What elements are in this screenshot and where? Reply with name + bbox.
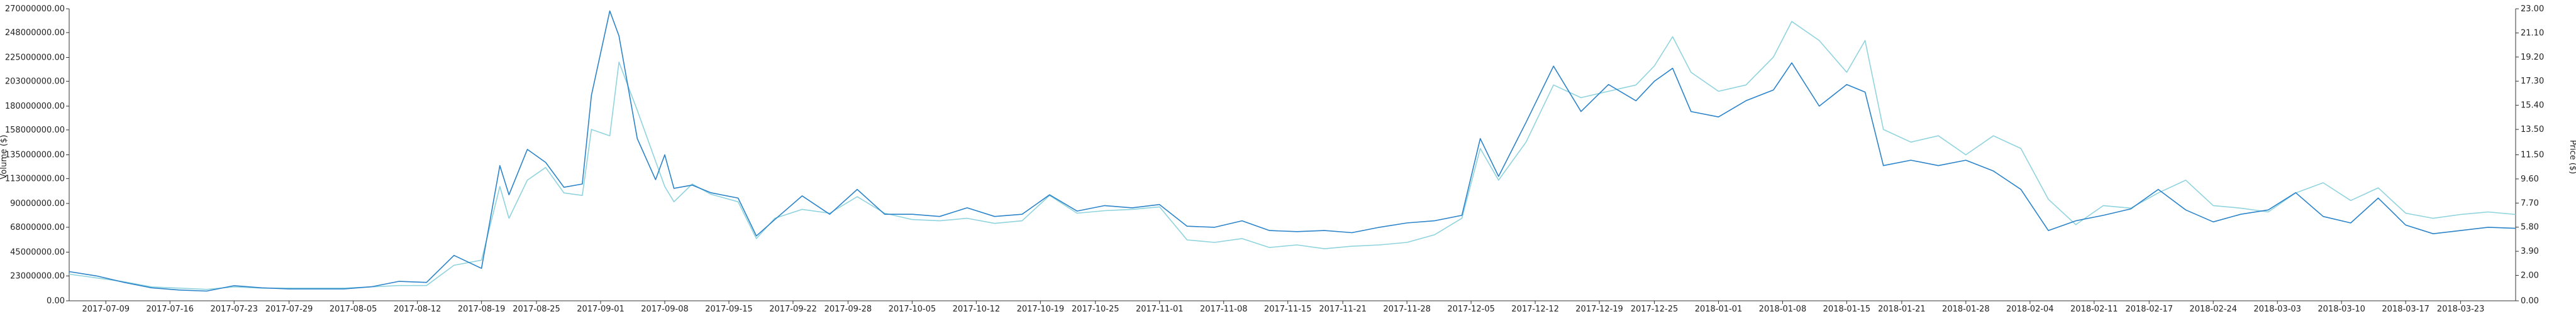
x-tick-label: 2018-01-21 xyxy=(1878,305,1926,314)
x-tick-label: 2017-09-15 xyxy=(705,305,753,314)
x-tick-label: 2018-03-03 xyxy=(2253,305,2301,314)
x-tick-label: 2017-07-16 xyxy=(146,305,194,314)
x-tick-label: 2017-09-28 xyxy=(824,305,872,314)
left-tick-label: 180000000.00 xyxy=(5,102,65,111)
x-tick-label: 2017-09-01 xyxy=(577,305,625,314)
x-tick-label: 2017-12-12 xyxy=(1511,305,1559,314)
x-tick-label: 2017-08-25 xyxy=(513,305,560,314)
x-tick-label: 2017-08-12 xyxy=(394,305,441,314)
x-tick-label: 2018-01-01 xyxy=(1695,305,1743,314)
right-tick-label: 5.80 xyxy=(2521,223,2539,232)
left-tick-label: 248000000.00 xyxy=(5,28,65,38)
x-tick-label: 2017-11-08 xyxy=(1200,305,1248,314)
right-tick-label: 17.30 xyxy=(2521,77,2544,86)
right-tick-label: 19.20 xyxy=(2521,53,2544,62)
x-tick-label: 2017-07-23 xyxy=(210,305,258,314)
right-tick-label: 3.90 xyxy=(2521,247,2539,256)
x-tick-label: 2018-01-08 xyxy=(1759,305,1807,314)
left-axis-title: Volume ($) xyxy=(0,135,9,180)
right-tick-label: 9.60 xyxy=(2521,175,2539,184)
left-tick-label: 90000000.00 xyxy=(10,199,65,208)
x-tick-label: 2018-03-10 xyxy=(2318,305,2365,314)
left-tick-label: 23000000.00 xyxy=(10,271,65,281)
x-tick-label: 2017-11-21 xyxy=(1319,305,1367,314)
volume-series-line xyxy=(69,10,2516,292)
x-tick-label: 2018-01-15 xyxy=(1823,305,1871,314)
x-tick-label: 2018-03-23 xyxy=(2437,305,2485,314)
left-tick-label: 68000000.00 xyxy=(10,223,65,232)
x-tick-label: 2017-11-28 xyxy=(1383,305,1431,314)
x-tick-label: 2017-10-25 xyxy=(1072,305,1119,314)
x-tick-label: 2017-12-19 xyxy=(1575,305,1623,314)
x-tick-label: 2017-12-05 xyxy=(1447,305,1495,314)
right-axis-title: Price ($) xyxy=(2568,140,2576,174)
chart-series xyxy=(69,10,2516,292)
left-tick-label: 113000000.00 xyxy=(5,174,65,183)
right-tick-label: 0.00 xyxy=(2521,296,2539,306)
x-tick-label: 2017-11-01 xyxy=(1136,305,1184,314)
right-tick-label: 15.40 xyxy=(2521,101,2544,111)
x-tick-label: 2017-08-19 xyxy=(458,305,506,314)
x-tick-label: 2017-10-05 xyxy=(889,305,936,314)
left-tick-label: 270000000.00 xyxy=(5,4,65,14)
right-tick-label: 2.00 xyxy=(2521,271,2539,281)
x-tick-label: 2018-02-11 xyxy=(2070,305,2118,314)
x-tick-label: 2017-08-05 xyxy=(330,305,377,314)
right-tick-label: 7.70 xyxy=(2521,198,2539,208)
x-tick-label: 2018-01-28 xyxy=(1942,305,1990,314)
x-tick-label: 2018-02-24 xyxy=(2189,305,2237,314)
right-axis-ticks: 0.00 2.00 3.90 5.80 7.70 9.60 11.50 13.50 15.40 1… xyxy=(2516,4,2544,306)
x-tick-label: 2017-07-09 xyxy=(82,305,130,314)
x-tick-label: 2018-02-17 xyxy=(2125,305,2173,314)
left-tick-label: 135000000.00 xyxy=(5,151,65,160)
x-tick-label: 2017-10-12 xyxy=(953,305,1001,314)
right-tick-label: 23.00 xyxy=(2521,4,2544,14)
right-tick-label: 11.50 xyxy=(2521,151,2544,160)
x-tick-label: 2017-07-29 xyxy=(265,305,313,314)
chart-axes xyxy=(69,9,2516,301)
x-tick-label: 2017-09-08 xyxy=(641,305,689,314)
x-tick-label: 2018-02-04 xyxy=(2006,305,2054,314)
x-axis-ticks: 2017-07-09 2017-07-16 2017-07-23 2017-07-29… xyxy=(82,301,2484,314)
price-series-line xyxy=(69,21,2516,290)
x-tick-label: 2017-12-25 xyxy=(1631,305,1679,314)
x-tick-label: 2017-09-22 xyxy=(769,305,817,314)
left-tick-label: 158000000.00 xyxy=(5,126,65,135)
left-tick-label: 0.00 xyxy=(47,296,65,306)
x-tick-label: 2017-11-15 xyxy=(1264,305,1312,314)
right-tick-label: 21.10 xyxy=(2521,28,2544,38)
x-tick-label: 2018-03-17 xyxy=(2382,305,2429,314)
left-axis-ticks: 0.00 23000000.00 45000000.00 68000000.00 900… xyxy=(5,4,69,306)
left-tick-label: 225000000.00 xyxy=(5,53,65,63)
left-tick-label: 203000000.00 xyxy=(5,77,65,86)
left-tick-label: 45000000.00 xyxy=(10,248,65,257)
x-tick-label: 2017-10-19 xyxy=(1017,305,1065,314)
right-tick-label: 13.50 xyxy=(2521,125,2544,134)
